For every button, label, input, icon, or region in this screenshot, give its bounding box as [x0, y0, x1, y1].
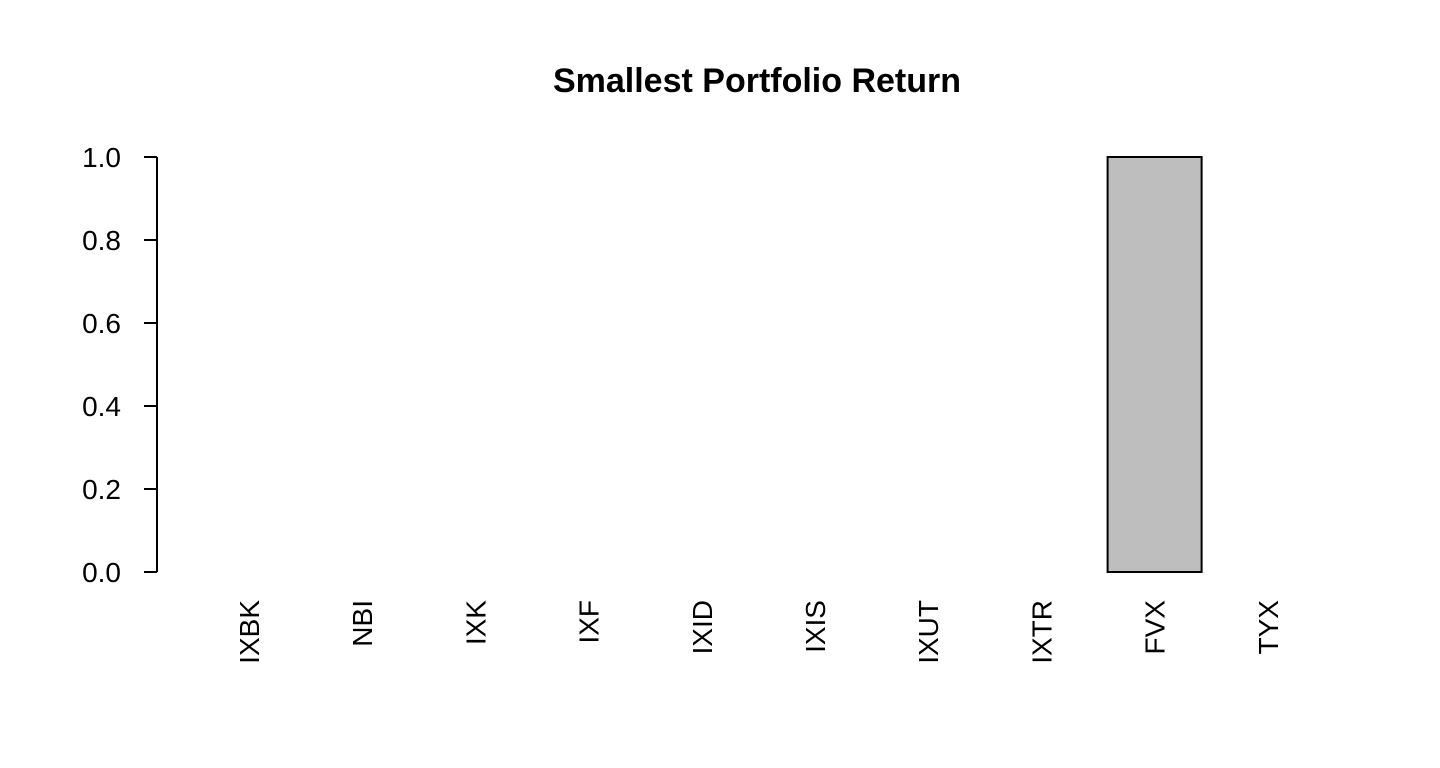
y-tick-label: 0.2 — [82, 474, 121, 505]
x-axis-labels: IXBK NBI IXK IXF IXID IXIS IXUT IXTR FVX TYX — [234, 600, 1284, 664]
x-tick-label: TYX — [1253, 600, 1284, 655]
y-tick-label: 0.0 — [82, 557, 121, 588]
bars-group — [1106, 156, 1203, 573]
y-axis: 0.0 0.2 0.4 0.6 0.8 1.0 — [82, 142, 158, 588]
x-tick-label: IXIS — [800, 600, 831, 653]
x-tick-label: IXTR — [1026, 600, 1057, 664]
x-tick-label: IXID — [687, 600, 718, 654]
chart-title: Smallest Portfolio Return — [553, 62, 961, 100]
x-tick-label: FVX — [1140, 600, 1171, 655]
y-tick-label: 0.8 — [82, 225, 121, 256]
y-tick-label: 0.6 — [82, 308, 121, 339]
x-tick-label: NBI — [347, 600, 378, 647]
y-tick-label: 0.4 — [82, 391, 121, 422]
y-tick-label: 1.0 — [82, 142, 121, 173]
bar-fvx — [1106, 156, 1203, 573]
x-tick-label: IXBK — [234, 600, 265, 664]
x-tick-label: IXF — [574, 600, 605, 644]
x-tick-label: IXK — [460, 600, 491, 645]
x-tick-label: IXUT — [913, 600, 944, 664]
